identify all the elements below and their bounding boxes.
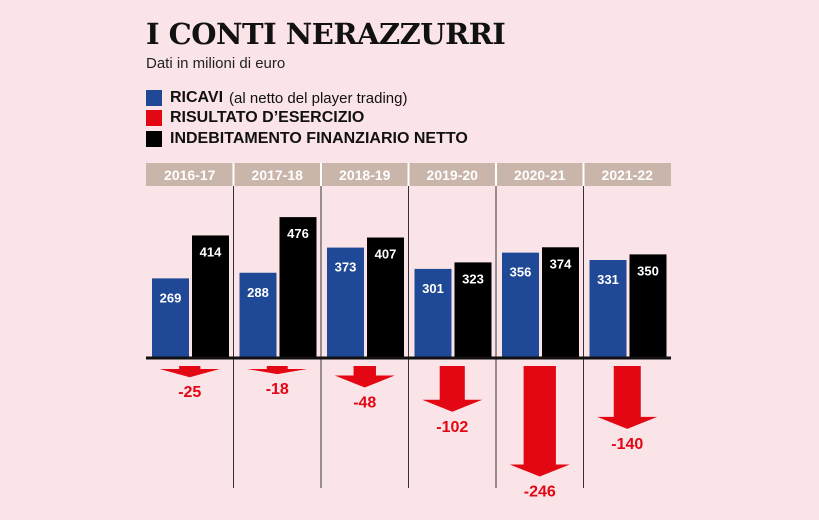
value-label-risultato-d-esercizio-2016-17: -25 <box>178 384 201 401</box>
bar-indebitamento-finanziario-netto-2017-18 <box>279 217 317 358</box>
bar-ricavi-2020-21 <box>502 252 539 358</box>
legend-label-ricavi: RICAVI <box>170 89 224 106</box>
value-label-indebitamento-finanziario-netto-2018-19: 407 <box>375 247 397 262</box>
value-label-risultato-d-esercizio-2020-21: -246 <box>524 483 556 500</box>
legend-swatch-risultato <box>146 110 162 126</box>
value-label-indebitamento-finanziario-netto-2016-17: 414 <box>200 244 222 259</box>
value-label-risultato-d-esercizio-2017-18: -18 <box>266 381 289 398</box>
bar-ricavi-2021-22 <box>589 260 627 358</box>
legend-item-risultato: RISULTATO D’ESERCIZIO <box>146 108 364 128</box>
bar-indebitamento-finanziario-netto-2019-20 <box>454 262 492 358</box>
bar-indebitamento-finanziario-netto-2016-17 <box>192 235 229 358</box>
bar-ricavi-2017-18 <box>239 272 277 358</box>
legend-item-ricavi: RICAVI (al netto del player trading) <box>146 88 407 108</box>
year-label-2021-22: 2021-22 <box>602 167 654 183</box>
arrow-risultato-d-esercizio-2020-21 <box>509 366 570 477</box>
legend-label-risultato: RISULTATO D’ESERCIZIO <box>170 109 365 126</box>
chart-title: I CONTI NERAZZURRI <box>146 17 506 51</box>
year-label-2016-17: 2016-17 <box>164 167 216 183</box>
year-label-2017-18: 2017-18 <box>252 167 304 183</box>
chart-subtitle: Dati in milioni di euro <box>146 55 286 72</box>
arrow-risultato-d-esercizio-2016-17 <box>159 366 220 378</box>
value-label-indebitamento-finanziario-netto-2021-22: 350 <box>637 263 659 278</box>
arrow-risultato-d-esercizio-2019-20 <box>422 366 483 412</box>
value-label-indebitamento-finanziario-netto-2020-21: 374 <box>550 256 572 271</box>
legend-swatch-ricavi <box>146 90 162 106</box>
year-label-2018-19: 2018-19 <box>339 167 391 183</box>
value-label-ricavi-2020-21: 356 <box>510 265 532 280</box>
value-label-indebitamento-finanziario-netto-2017-18: 476 <box>287 226 309 241</box>
arrow-risultato-d-esercizio-2017-18 <box>247 366 308 375</box>
year-label-2020-21: 2020-21 <box>514 167 566 183</box>
bar-indebitamento-finanziario-netto-2020-21 <box>542 247 579 358</box>
value-label-risultato-d-esercizio-2021-22: -140 <box>611 436 643 453</box>
bar-ricavi-2016-17 <box>152 278 189 358</box>
legend-item-indebitamento: INDEBITAMENTO FINANZIARIO NETTO <box>146 129 468 149</box>
value-label-ricavi-2017-18: 288 <box>247 285 269 300</box>
value-label-ricavi-2018-19: 373 <box>335 260 357 275</box>
arrow-risultato-d-esercizio-2018-19 <box>334 366 395 388</box>
bar-indebitamento-finanziario-netto-2018-19 <box>367 237 404 358</box>
value-label-ricavi-2016-17: 269 <box>160 290 182 305</box>
bar-ricavi-2019-20 <box>414 268 452 358</box>
legend-note-ricavi: (al netto del player trading) <box>229 89 408 107</box>
year-label-2019-20: 2019-20 <box>427 167 479 183</box>
value-label-indebitamento-finanziario-netto-2019-20: 323 <box>462 271 484 286</box>
value-label-ricavi-2019-20: 301 <box>422 281 444 296</box>
bar-ricavi-2018-19 <box>327 247 364 358</box>
bar-indebitamento-finanziario-netto-2021-22 <box>629 254 667 358</box>
arrow-risultato-d-esercizio-2021-22 <box>597 366 658 429</box>
value-label-risultato-d-esercizio-2019-20: -102 <box>436 419 468 436</box>
value-label-risultato-d-esercizio-2018-19: -48 <box>353 395 376 412</box>
legend-label-indebitamento: INDEBITAMENTO FINANZIARIO NETTO <box>170 130 468 147</box>
legend-swatch-indebitamento <box>146 131 162 147</box>
value-label-ricavi-2021-22: 331 <box>597 272 619 287</box>
